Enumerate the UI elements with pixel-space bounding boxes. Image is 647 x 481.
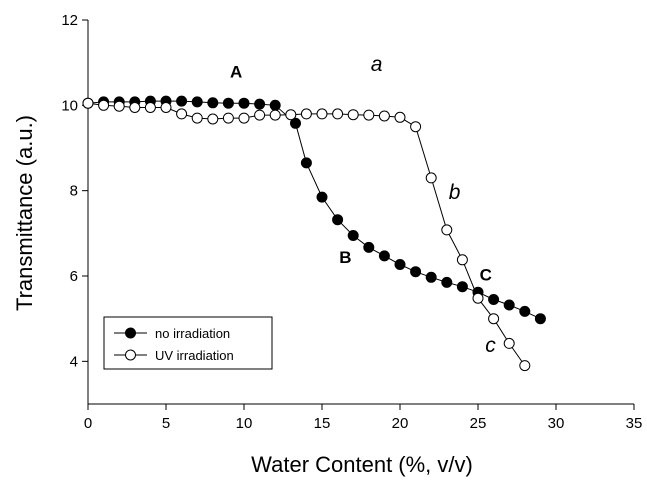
data-point [472,292,484,304]
data-point [176,95,188,107]
data-point [191,96,203,108]
data-point [316,108,328,120]
annotation-label: A [230,63,242,82]
data-point [285,109,297,121]
data-point [129,102,141,113]
data-point [238,97,250,109]
data-point [456,281,468,293]
data-point [488,313,500,325]
data-point [254,98,266,110]
series-layer [82,95,546,372]
data-point [519,360,531,372]
x-tick-label: 30 [548,415,565,432]
data-point [316,191,328,203]
y-tick-label: 4 [70,353,78,370]
data-point [269,99,281,111]
axes [87,20,634,405]
data-point [144,102,156,113]
legend-box [103,316,273,370]
data-point [378,110,390,122]
legend-marker-no-irradiation [125,327,136,339]
data-point [410,266,422,278]
data-point [300,108,312,120]
data-point [113,100,125,112]
x-tick-label: 35 [626,415,643,432]
data-point [300,157,312,169]
data-point [207,97,219,109]
data-point [176,108,188,120]
data-point [238,112,250,124]
y-axis-title: Transmittance (a.u.) [12,115,37,311]
legend: no irradiation UV irradiation [103,316,273,370]
y-tick-label: 12 [61,12,78,29]
x-tick-label: 25 [470,415,487,432]
data-point [290,117,301,129]
y-tick-label: 6 [70,268,78,285]
annotation-label: C [480,265,492,284]
legend-label-uv-irradiation: UV irradiation [155,348,234,363]
data-point [98,99,110,111]
annotation-label: b [449,181,461,204]
data-point [160,102,172,113]
x-tick-label: 0 [84,415,92,432]
data-point [82,97,94,109]
annotation-label: a [371,53,383,76]
data-point [503,299,515,311]
series-uv-irradiation [82,97,531,372]
data-point [534,313,546,325]
data-point [378,250,390,262]
x-tick-label: 20 [392,415,409,432]
data-point [394,259,406,270]
data-point [363,109,375,121]
data-point [503,337,515,349]
series-no-irradiation [82,95,546,325]
x-tick-label: 10 [236,415,253,432]
data-point [347,230,359,241]
data-point [456,254,468,266]
legend-marker-uv-irradiation [125,349,136,361]
data-point [441,224,453,236]
data-point [332,108,344,120]
data-point [191,112,203,124]
data-point [441,276,453,288]
data-point [425,271,437,283]
data-point [222,112,234,124]
data-point [254,109,266,121]
x-axis-title: Water Content (%, v/v) [251,452,473,477]
x-tick-label: 5 [162,415,170,432]
annotation-label: B [339,248,351,267]
x-tick-label: 15 [314,415,331,432]
data-point [363,241,375,253]
data-point [269,109,281,121]
data-point [222,97,234,109]
legend-label-no-irradiation: no irradiation [155,326,230,341]
data-point [410,121,422,133]
y-tick-label: 10 [61,97,78,114]
data-point [425,172,437,184]
ticks: 0 5 10 15 20 25 30 35 4 6 8 10 12 [61,12,642,432]
data-point [394,111,406,123]
y-tick-label: 8 [70,183,78,200]
data-point [347,109,359,121]
annotation-layer: A B Ca b c [230,53,496,357]
data-point [519,305,531,317]
data-point [207,113,219,125]
data-point [332,214,344,226]
annotation-label: c [485,334,496,357]
data-point [488,294,500,305]
